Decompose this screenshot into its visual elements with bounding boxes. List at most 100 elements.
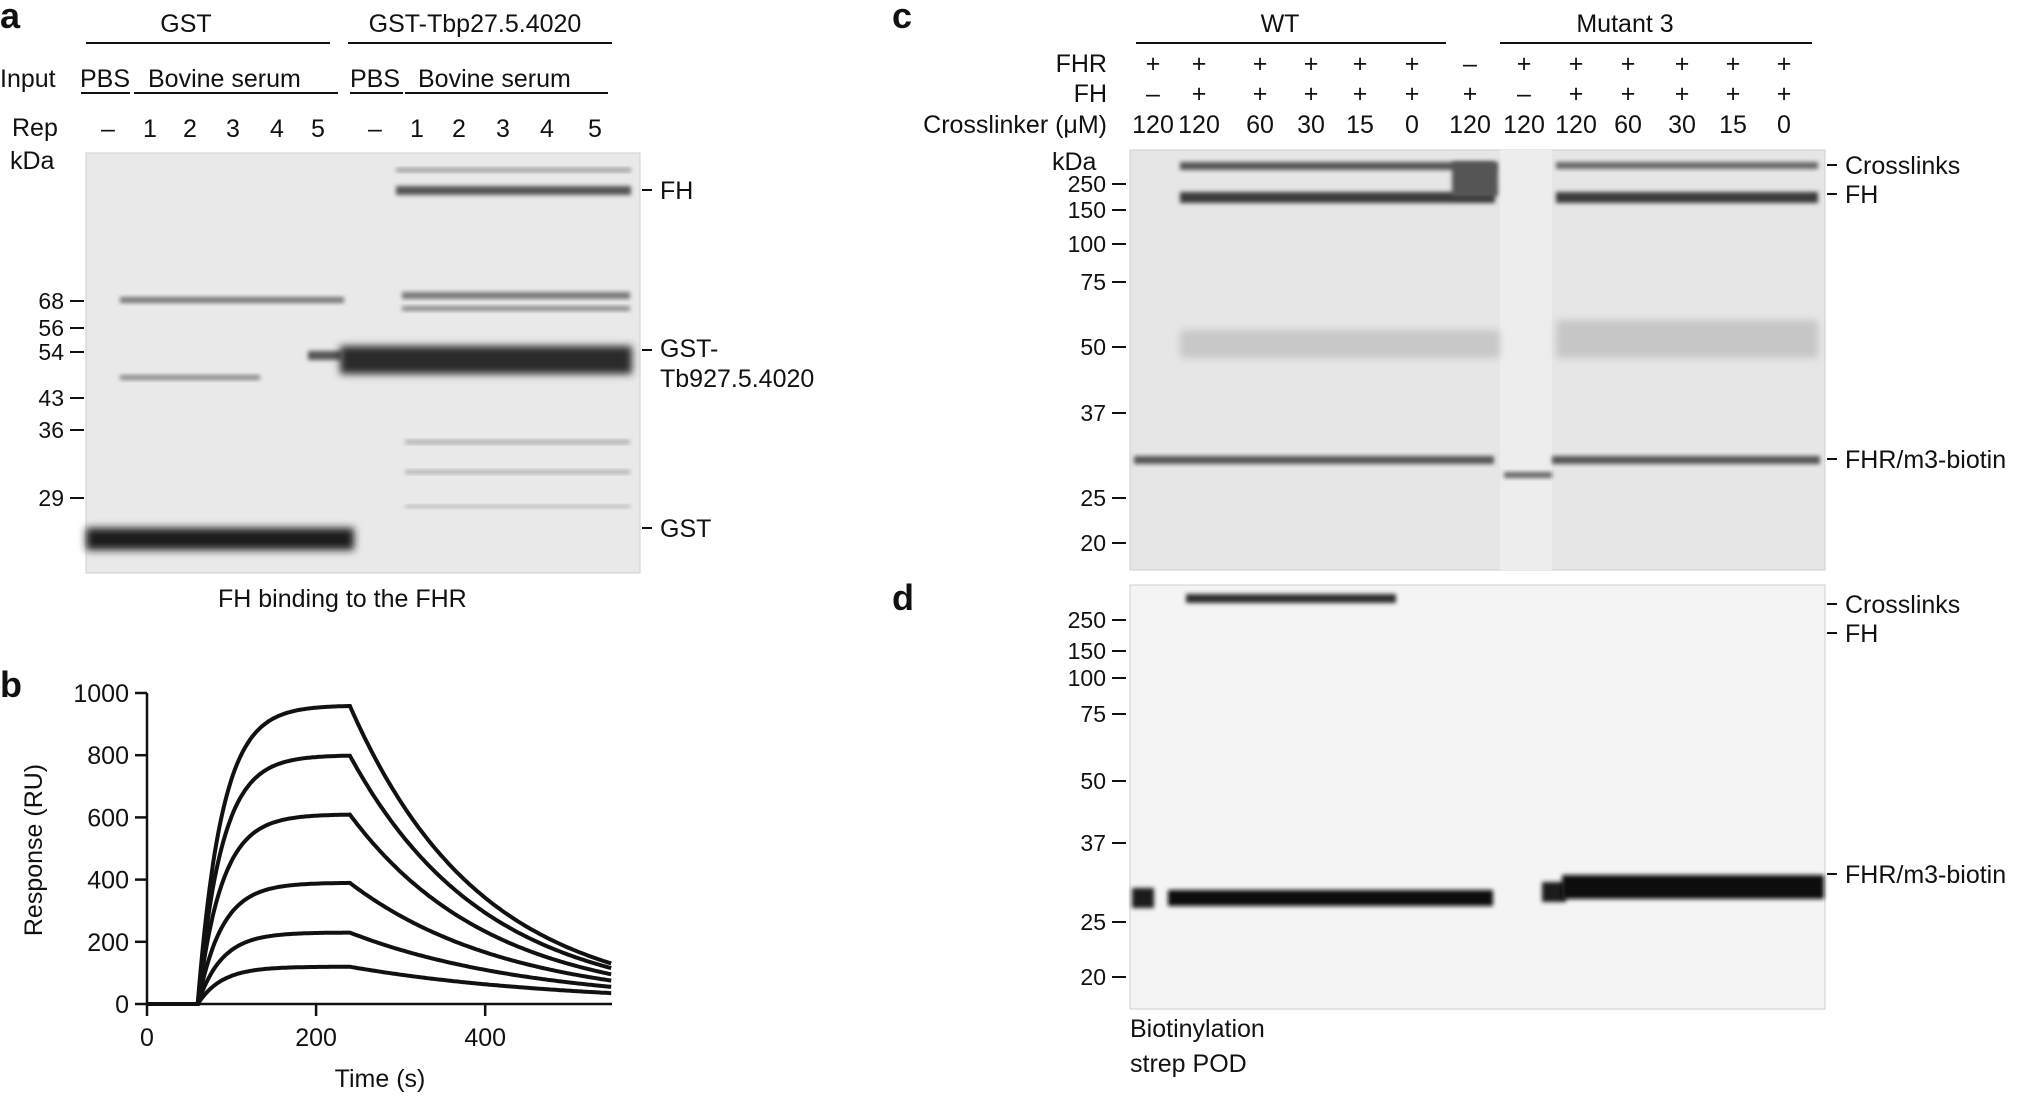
fh-sign: –: [1146, 80, 1160, 108]
crosslinker-value: 120: [1555, 111, 1597, 139]
sensorgram-series-3: [147, 812, 612, 1006]
fhr-sign: +: [1253, 50, 1268, 78]
panel-a-letter: a: [0, 0, 21, 36]
marker-label-d: 20: [1080, 964, 1106, 990]
crosslinker-value: 120: [1503, 111, 1545, 139]
band-fhr-d-mut-lane1: [1542, 882, 1566, 902]
group-label-mutant3: Mutant 3: [1576, 10, 1673, 38]
rep-lane-label: 3: [226, 115, 240, 143]
marker-label-d: 75: [1080, 701, 1106, 727]
band-fh-only-c: [1452, 162, 1498, 196]
fhr-sign: +: [1405, 50, 1420, 78]
marker-label-c: 20: [1080, 530, 1106, 556]
rep-lane-label: 2: [183, 115, 197, 143]
marker-label-c: 250: [1068, 171, 1106, 197]
blot-d-bands: [1132, 594, 1824, 908]
crosslinker-value: 60: [1614, 111, 1642, 139]
marker-label-c: 100: [1068, 231, 1106, 257]
caption-d-line1: Biotinylation: [1130, 1015, 1265, 1043]
marker-label-c: 150: [1068, 197, 1106, 223]
marker-label-a: 36: [38, 417, 64, 443]
y-tick-label: 0: [115, 991, 129, 1019]
marker-label-a: 29: [38, 485, 64, 511]
fhr-sign: –: [1463, 50, 1477, 78]
fhr-sign: +: [1353, 50, 1368, 78]
sensorgram-series-6: [147, 964, 612, 1006]
fhr-sign: +: [1146, 50, 1161, 78]
band-low-a-3: [405, 505, 630, 508]
band-68-a-gst: [120, 297, 344, 303]
crosslinker-value: 30: [1668, 111, 1696, 139]
sensorgram-curves: [147, 704, 612, 1006]
marker-label-d: 100: [1068, 665, 1106, 691]
lane-condition-rows: + + + + + + – + + + + + +– + + + + + + – + + + + +120 120 60 30 15 0 1…: [1132, 50, 1791, 139]
band-label-crosslinks-d: Crosslinks: [1845, 591, 1960, 619]
gel-a-bands: [86, 168, 632, 550]
band-fhr-c-mut: [1552, 456, 1820, 464]
band-fh-a: [396, 186, 631, 195]
band-55-a-lane5: [308, 351, 342, 360]
band-fhr-c-wt: [1134, 456, 1494, 464]
y-tick-label: 800: [87, 742, 129, 770]
crosslinker-value: 60: [1246, 111, 1274, 139]
band-label-gst-tb-2: Tb927.5.4020: [660, 365, 814, 393]
x-axis-label: Time (s): [335, 1065, 426, 1093]
gel-c-bands: [1134, 162, 1820, 478]
band-fhr-d-wt: [1168, 890, 1493, 906]
crosslinker-value: 0: [1777, 111, 1791, 139]
crosslinker-value: 0: [1405, 111, 1419, 139]
crosslinker-value: 120: [1178, 111, 1220, 139]
rep-row-label: Rep: [12, 114, 58, 142]
fhr-sign: +: [1726, 50, 1741, 78]
band-label-crosslinks-c: Crosslinks: [1845, 152, 1960, 180]
y-tick-label: 600: [87, 804, 129, 832]
fh-sign: +: [1777, 80, 1792, 108]
band-label-gst-tb-1: GST-: [660, 335, 718, 363]
fh-sign: +: [1463, 80, 1478, 108]
band-low-a-2: [405, 470, 630, 474]
panel-c: c WT Mutant 3 FHR FH Crosslinker (μM) + +…: [892, 0, 2006, 571]
y-ticks: 0 200 400 600 800 1000: [73, 680, 147, 1019]
marker-label-a: 43: [38, 385, 64, 411]
sensorgram-series-2: [147, 753, 612, 1006]
fh-sign: +: [1192, 80, 1207, 108]
band-fhr-d-lane1: [1132, 888, 1154, 908]
marker-label-d: 37: [1080, 830, 1106, 856]
crosslinker-value: 15: [1346, 111, 1374, 139]
fhr-sign: +: [1569, 50, 1584, 78]
gel-c-empty-lane: [1500, 150, 1552, 570]
fh-sign: +: [1569, 80, 1584, 108]
band-gst-a: [86, 528, 354, 550]
y-tick-label: 400: [87, 867, 129, 895]
x-tick-label: 0: [140, 1024, 154, 1052]
band-68-a-tbp: [402, 292, 630, 299]
group-label-gst: GST: [160, 10, 211, 38]
band-gst-tb-a: [340, 346, 632, 374]
band-crosslinks-d: [1186, 594, 1396, 603]
band-crosslinks-c-wt: [1180, 162, 1495, 170]
gel-c: [1129, 149, 1826, 571]
smear-50-c-wt: [1180, 330, 1500, 358]
rep-lane-labels: –1 2 3 4 5–1 2 3 4 5: [101, 115, 602, 143]
kda-label-c: kDa: [1052, 148, 1097, 176]
kda-label-a: kDa: [10, 147, 55, 175]
crosslinker-value: 30: [1297, 111, 1325, 139]
rep-lane-label: 5: [588, 115, 602, 143]
marker-label-c: 50: [1080, 334, 1106, 360]
crosslinker-value: 120: [1132, 111, 1174, 139]
fh-sign: +: [1253, 80, 1268, 108]
fh-sign: +: [1353, 80, 1368, 108]
input-pbs-2: PBS: [350, 65, 400, 93]
fh-sign: +: [1304, 80, 1319, 108]
marker-label-a: 68: [38, 288, 64, 314]
band-low-a-1: [405, 440, 630, 444]
band-60-a-tbp: [402, 306, 630, 311]
input-bovine-serum-2: Bovine serum: [418, 65, 571, 93]
sensorgram-series-4: [147, 880, 612, 1006]
group-label-gst-tbp: GST-Tbp27.5.4020: [369, 10, 582, 38]
marker-label-d: 150: [1068, 638, 1106, 664]
